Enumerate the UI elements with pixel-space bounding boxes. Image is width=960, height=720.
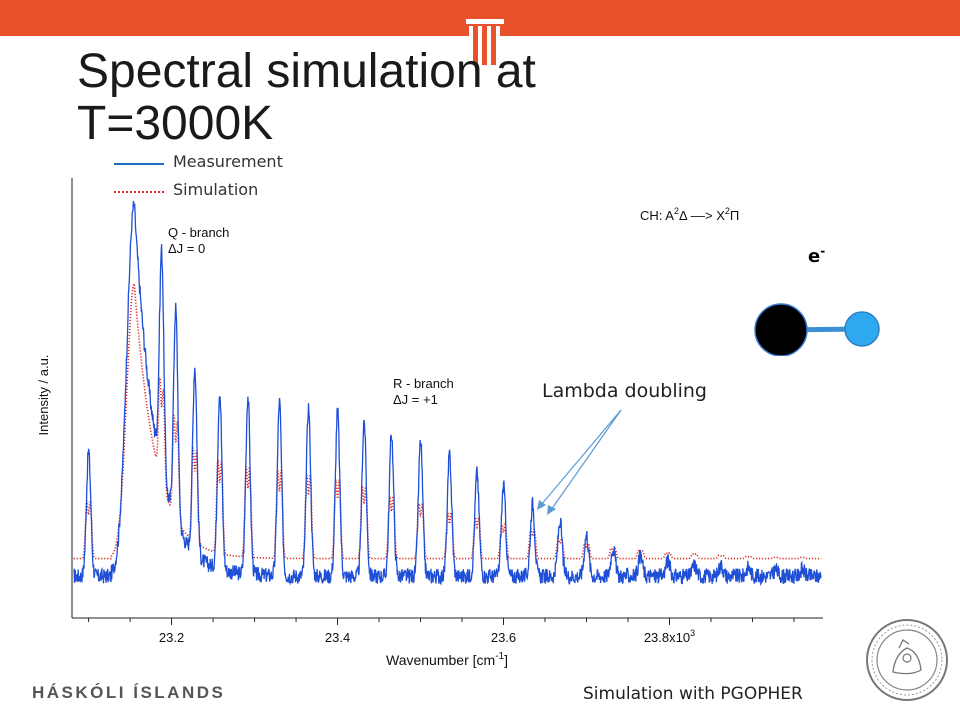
r-branch-rule: ΔJ = +1 <box>393 392 438 407</box>
simulation-credit: Simulation with PGOPHER <box>583 684 803 704</box>
title-line-1: Spectral simulation at <box>77 45 536 98</box>
chart-axes: 23.2 23.4 23.6 23.8x103 <box>71 178 823 645</box>
university-wordmark: HÁSKÓLI ÍSLANDS <box>32 683 226 702</box>
slide-title: Spectral simulation at T=3000K <box>77 46 777 150</box>
chart-traces <box>73 201 822 587</box>
legend-label-simulation: Simulation <box>173 180 259 199</box>
x-tick-label: 23.8x103 <box>644 628 695 645</box>
title-line-2: T=3000K <box>77 97 274 150</box>
r-branch-label: R - branch <box>393 376 454 391</box>
legend-label-measurement: Measurement <box>173 152 283 171</box>
lambda-doubling-label: Lambda doubling <box>542 380 707 402</box>
series-measurement-line <box>73 201 822 587</box>
x-tick-label: 23.4 <box>325 630 350 645</box>
x-axis-label: Wavenumber [cm-1] <box>386 651 508 668</box>
x-tick-label: 23.6 <box>491 630 516 645</box>
legend-swatch-simulation <box>114 191 164 193</box>
y-axis-label: Intensity / a.u. <box>36 355 51 436</box>
legend-swatch-measurement <box>114 163 164 165</box>
x-tick-label: 23.2 <box>159 630 184 645</box>
university-seal-icon <box>866 619 948 701</box>
ch-molecule-icon <box>754 303 880 356</box>
chart-title: CH: A2Δ ––> X2Π <box>640 206 739 223</box>
university-logo-icon <box>466 19 504 72</box>
lambda-doubling-arrows <box>537 409 622 515</box>
q-branch-label: Q - branch <box>168 225 229 240</box>
electron-label: e- <box>808 244 826 267</box>
q-branch-rule: ΔJ = 0 <box>168 241 205 256</box>
